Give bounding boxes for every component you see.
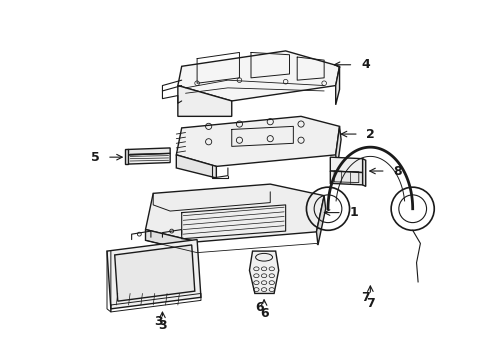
Polygon shape	[107, 239, 201, 309]
Polygon shape	[125, 149, 127, 164]
Polygon shape	[176, 155, 216, 178]
Text: 7: 7	[365, 297, 374, 310]
Polygon shape	[178, 51, 339, 101]
Text: 3: 3	[154, 315, 162, 328]
Text: 3: 3	[158, 319, 166, 332]
Polygon shape	[329, 157, 362, 172]
Polygon shape	[249, 251, 278, 293]
Polygon shape	[127, 153, 170, 164]
Text: 2: 2	[366, 127, 374, 140]
Text: 1: 1	[349, 206, 358, 219]
Polygon shape	[335, 126, 341, 168]
Polygon shape	[178, 86, 231, 116]
Text: 4: 4	[360, 58, 369, 71]
Text: 6: 6	[255, 301, 264, 314]
Polygon shape	[316, 195, 325, 245]
Polygon shape	[115, 245, 194, 301]
Polygon shape	[362, 159, 365, 186]
Text: 7: 7	[361, 291, 369, 304]
Polygon shape	[145, 184, 324, 242]
Text: 5: 5	[90, 150, 99, 164]
Polygon shape	[127, 148, 170, 155]
Polygon shape	[176, 116, 339, 166]
Text: 8: 8	[393, 165, 401, 177]
Polygon shape	[145, 230, 197, 253]
Polygon shape	[335, 66, 339, 105]
Polygon shape	[329, 171, 362, 185]
Text: 6: 6	[259, 306, 268, 320]
